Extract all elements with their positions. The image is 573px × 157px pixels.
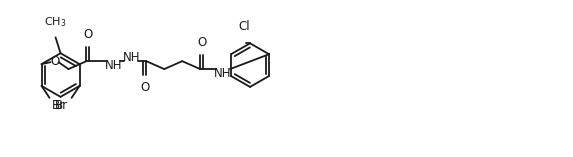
Text: Br: Br — [54, 99, 68, 112]
Text: O: O — [197, 36, 206, 49]
Text: NH: NH — [123, 51, 140, 64]
Text: O: O — [140, 81, 150, 94]
Text: CH$_3$: CH$_3$ — [44, 16, 67, 30]
Text: NH: NH — [214, 67, 232, 80]
Text: Cl: Cl — [238, 20, 250, 33]
Text: O: O — [83, 28, 93, 41]
Text: Br: Br — [52, 99, 65, 112]
Text: NH: NH — [105, 59, 122, 72]
Text: O: O — [50, 55, 59, 68]
